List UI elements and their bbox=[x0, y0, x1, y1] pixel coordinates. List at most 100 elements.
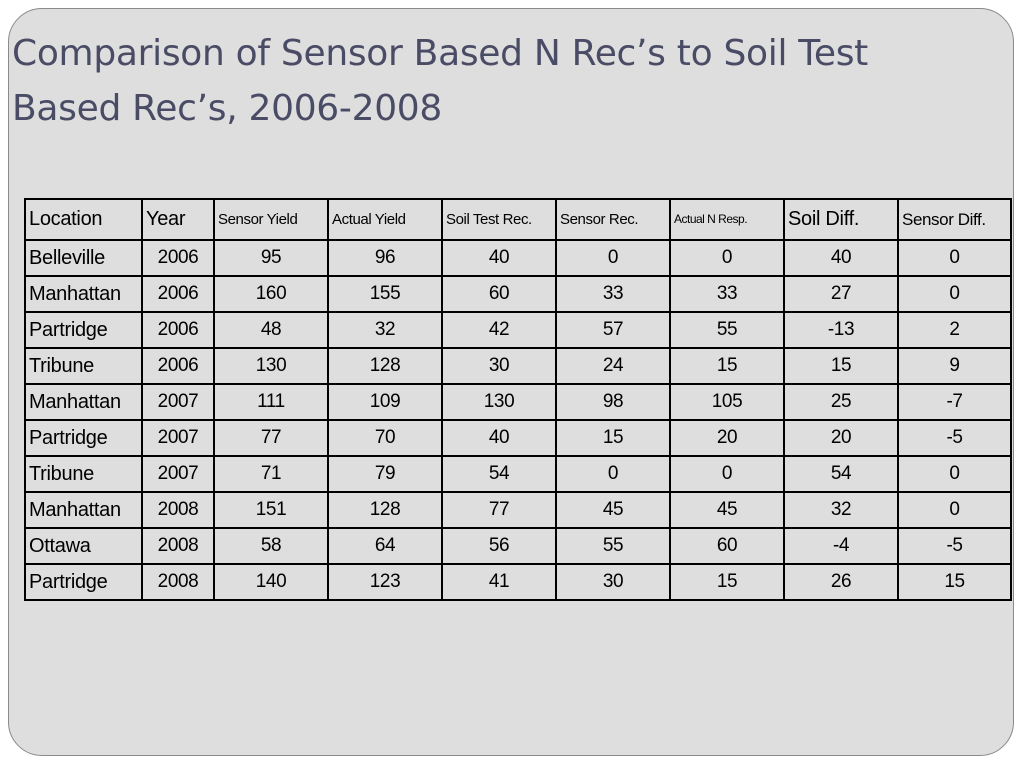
location-cell: Partridge bbox=[24, 311, 143, 349]
comparison-table: Location Year Sensor Yield Actual Yield … bbox=[24, 198, 1012, 601]
sensor-yield-cell: 130 bbox=[213, 347, 329, 385]
sensor-yield-cell: 111 bbox=[213, 383, 329, 421]
soil-test-rec-cell: 41 bbox=[441, 563, 557, 601]
column-header-location: Location bbox=[24, 198, 143, 241]
column-header-year: Year bbox=[141, 198, 215, 241]
slide-frame: Comparison of Sensor Based N Rec’s to So… bbox=[8, 8, 1014, 756]
actual-yield-cell: 128 bbox=[327, 491, 443, 529]
actual-n-resp-cell: 105 bbox=[669, 383, 785, 421]
title-line-2: Based Rec’s, 2006-2008 bbox=[12, 88, 443, 129]
location-cell: Manhattan bbox=[24, 383, 143, 421]
soil-diff-cell: 15 bbox=[783, 347, 899, 385]
table-row: Partridge 2008 140 123 41 30 15 26 15 bbox=[24, 563, 1012, 601]
actual-n-resp-cell: 55 bbox=[669, 311, 785, 349]
actual-n-resp-cell: 15 bbox=[669, 347, 785, 385]
year-cell: 2006 bbox=[141, 311, 215, 349]
sensor-rec-cell: 57 bbox=[555, 311, 671, 349]
year-cell: 2008 bbox=[141, 491, 215, 529]
column-header-actual-n-resp: Actual N Resp. bbox=[669, 198, 785, 241]
column-header-sensor-yield: Sensor Yield bbox=[213, 198, 329, 241]
location-cell: Ottawa bbox=[24, 527, 143, 565]
table-row: Partridge 2007 77 70 40 15 20 20 -5 bbox=[24, 419, 1012, 457]
actual-yield-cell: 70 bbox=[327, 419, 443, 457]
sensor-rec-cell: 15 bbox=[555, 419, 671, 457]
sensor-diff-cell: 0 bbox=[897, 275, 1012, 313]
year-cell: 2006 bbox=[141, 239, 215, 277]
sensor-yield-cell: 95 bbox=[213, 239, 329, 277]
soil-test-rec-cell: 42 bbox=[441, 311, 557, 349]
soil-test-rec-cell: 54 bbox=[441, 455, 557, 493]
year-cell: 2007 bbox=[141, 383, 215, 421]
sensor-diff-cell: 2 bbox=[897, 311, 1012, 349]
actual-n-resp-cell: 0 bbox=[669, 239, 785, 277]
location-cell: Tribune bbox=[24, 455, 143, 493]
actual-n-resp-cell: 0 bbox=[669, 455, 785, 493]
actual-n-resp-cell: 60 bbox=[669, 527, 785, 565]
actual-yield-cell: 128 bbox=[327, 347, 443, 385]
year-cell: 2006 bbox=[141, 347, 215, 385]
location-cell: Partridge bbox=[24, 563, 143, 601]
sensor-rec-cell: 98 bbox=[555, 383, 671, 421]
table-row: Partridge 2006 48 32 42 57 55 -13 2 bbox=[24, 311, 1012, 349]
year-cell: 2007 bbox=[141, 419, 215, 457]
actual-yield-cell: 32 bbox=[327, 311, 443, 349]
sensor-diff-cell: 0 bbox=[897, 491, 1012, 529]
table-row: Manhattan 2008 151 128 77 45 45 32 0 bbox=[24, 491, 1012, 529]
sensor-yield-cell: 48 bbox=[213, 311, 329, 349]
year-cell: 2008 bbox=[141, 563, 215, 601]
slide-title: Comparison of Sensor Based N Rec’s to So… bbox=[12, 26, 1002, 136]
soil-diff-cell: 27 bbox=[783, 275, 899, 313]
sensor-rec-cell: 30 bbox=[555, 563, 671, 601]
sensor-diff-cell: -5 bbox=[897, 527, 1012, 565]
sensor-yield-cell: 140 bbox=[213, 563, 329, 601]
year-cell: 2007 bbox=[141, 455, 215, 493]
location-cell: Manhattan bbox=[24, 275, 143, 313]
sensor-rec-cell: 0 bbox=[555, 239, 671, 277]
sensor-rec-cell: 0 bbox=[555, 455, 671, 493]
sensor-diff-cell: 0 bbox=[897, 455, 1012, 493]
column-header-sensor-rec: Sensor Rec. bbox=[555, 198, 671, 241]
sensor-yield-cell: 77 bbox=[213, 419, 329, 457]
soil-diff-cell: 32 bbox=[783, 491, 899, 529]
soil-diff-cell: 25 bbox=[783, 383, 899, 421]
actual-n-resp-cell: 33 bbox=[669, 275, 785, 313]
soil-diff-cell: 54 bbox=[783, 455, 899, 493]
actual-yield-cell: 64 bbox=[327, 527, 443, 565]
actual-yield-cell: 123 bbox=[327, 563, 443, 601]
soil-test-rec-cell: 77 bbox=[441, 491, 557, 529]
sensor-rec-cell: 24 bbox=[555, 347, 671, 385]
table-row: Ottawa 2008 58 64 56 55 60 -4 -5 bbox=[24, 527, 1012, 565]
actual-yield-cell: 155 bbox=[327, 275, 443, 313]
table-header-row: Location Year Sensor Yield Actual Yield … bbox=[24, 198, 1012, 241]
column-header-soil-test-rec: Soil Test Rec. bbox=[441, 198, 557, 241]
location-cell: Manhattan bbox=[24, 491, 143, 529]
soil-test-rec-cell: 40 bbox=[441, 419, 557, 457]
actual-n-resp-cell: 15 bbox=[669, 563, 785, 601]
sensor-diff-cell: -5 bbox=[897, 419, 1012, 457]
location-cell: Partridge bbox=[24, 419, 143, 457]
sensor-yield-cell: 151 bbox=[213, 491, 329, 529]
soil-diff-cell: -4 bbox=[783, 527, 899, 565]
actual-yield-cell: 109 bbox=[327, 383, 443, 421]
soil-diff-cell: 20 bbox=[783, 419, 899, 457]
sensor-rec-cell: 55 bbox=[555, 527, 671, 565]
actual-yield-cell: 79 bbox=[327, 455, 443, 493]
table-row: Tribune 2006 130 128 30 24 15 15 9 bbox=[24, 347, 1012, 385]
actual-yield-cell: 96 bbox=[327, 239, 443, 277]
soil-test-rec-cell: 40 bbox=[441, 239, 557, 277]
soil-diff-cell: 26 bbox=[783, 563, 899, 601]
column-header-sensor-diff: Sensor Diff. bbox=[897, 198, 1012, 241]
location-cell: Tribune bbox=[24, 347, 143, 385]
soil-diff-cell: -13 bbox=[783, 311, 899, 349]
soil-diff-cell: 40 bbox=[783, 239, 899, 277]
soil-test-rec-cell: 30 bbox=[441, 347, 557, 385]
column-header-soil-diff: Soil Diff. bbox=[783, 198, 899, 241]
year-cell: 2006 bbox=[141, 275, 215, 313]
soil-test-rec-cell: 130 bbox=[441, 383, 557, 421]
actual-n-resp-cell: 45 bbox=[669, 491, 785, 529]
table-row: Tribune 2007 71 79 54 0 0 54 0 bbox=[24, 455, 1012, 493]
sensor-diff-cell: 15 bbox=[897, 563, 1012, 601]
location-cell: Belleville bbox=[24, 239, 143, 277]
table-row: Manhattan 2006 160 155 60 33 33 27 0 bbox=[24, 275, 1012, 313]
actual-n-resp-cell: 20 bbox=[669, 419, 785, 457]
